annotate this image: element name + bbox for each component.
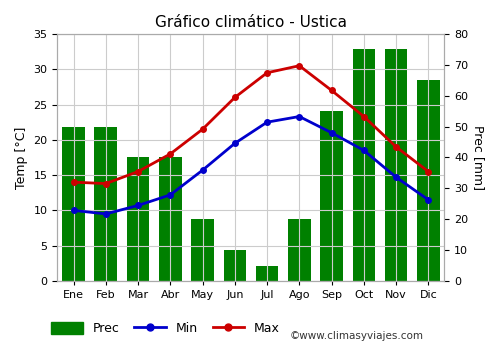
Bar	[320, 111, 343, 281]
Bar	[159, 158, 182, 281]
Y-axis label: Temp [°C]: Temp [°C]	[15, 126, 28, 189]
Bar	[385, 49, 407, 281]
Bar	[62, 127, 85, 281]
Text: ©www.climasyviajes.com: ©www.climasyviajes.com	[290, 331, 424, 341]
Bar	[94, 127, 117, 281]
Legend: Prec, Min, Max: Prec, Min, Max	[46, 317, 285, 340]
Bar	[127, 158, 150, 281]
Title: Gráfico climático - Ustica: Gráfico climático - Ustica	[155, 15, 347, 30]
Bar	[417, 80, 440, 281]
Bar	[352, 49, 375, 281]
Bar	[256, 266, 278, 281]
Bar	[192, 219, 214, 281]
Bar	[288, 219, 310, 281]
Bar	[224, 250, 246, 281]
Y-axis label: Prec [mm]: Prec [mm]	[472, 125, 485, 190]
